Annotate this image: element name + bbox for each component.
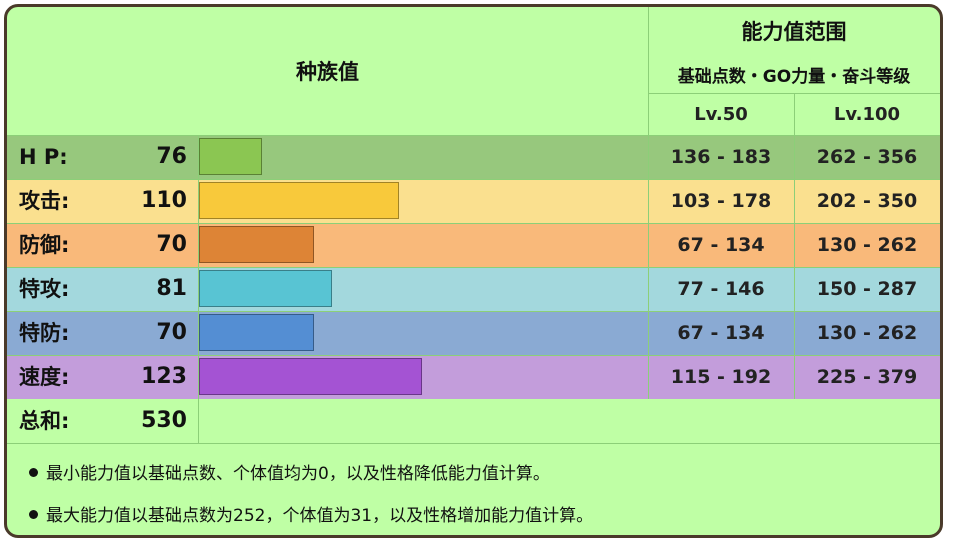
stat-range-subheader: 基础点数・GO力量・奋斗等级 — [677, 66, 911, 87]
stat-range-lv100: 262 - 356 — [816, 146, 918, 168]
divider — [7, 223, 940, 224]
stat-name: 特防: — [19, 321, 70, 345]
divider — [198, 135, 199, 443]
stat-range-lv100: 130 - 262 — [816, 322, 918, 344]
stat-name: 攻击: — [19, 189, 70, 213]
stat-bar — [199, 226, 314, 263]
note-max-text: 最大能力值以基础点数为252，个体值为31，以及性格增加能力值计算。 — [46, 506, 594, 526]
stat-bar — [199, 358, 422, 395]
stat-bar — [199, 138, 262, 175]
stat-range-lv50: 67 - 134 — [677, 234, 765, 256]
divider — [648, 7, 649, 399]
stat-value: 81 — [156, 276, 187, 301]
stat-name: 特攻: — [19, 277, 70, 301]
stat-name: H P: — [19, 145, 68, 169]
stat-range-lv50: 103 - 178 — [670, 190, 772, 212]
stat-name: 速度: — [19, 365, 70, 389]
stat-row: 特防: 70 67 - 134 130 - 262 — [7, 311, 940, 355]
stat-bar — [199, 182, 399, 219]
divider — [7, 179, 940, 180]
divider — [794, 93, 795, 399]
divider — [7, 355, 940, 356]
stat-value: 70 — [156, 232, 187, 257]
divider — [7, 443, 940, 444]
stat-row: 速度: 123 115 - 192 225 - 379 — [7, 355, 940, 399]
stat-range-lv100: 202 - 350 — [816, 190, 918, 212]
total-label: 总和: — [19, 409, 70, 433]
total-row: 总和: 530 — [7, 399, 940, 443]
stat-bar — [199, 270, 332, 307]
stat-range-lv50: 115 - 192 — [670, 366, 772, 388]
notes: 最小能力值以基础点数、个体值均为0，以及性格降低能力值计算。 最大能力值以基础点… — [7, 445, 940, 535]
divider — [7, 135, 940, 136]
stat-row: 攻击: 110 103 - 178 202 - 350 — [7, 179, 940, 223]
stat-name: 防御: — [19, 233, 70, 257]
lv100-header: Lv.100 — [833, 103, 901, 125]
divider — [648, 93, 940, 94]
stat-bar — [199, 314, 314, 351]
stat-range-lv100: 130 - 262 — [816, 234, 918, 256]
stat-row: H P: 76 136 - 183 262 - 356 — [7, 135, 940, 179]
stat-range-lv100: 225 - 379 — [816, 366, 918, 388]
note-min: 最小能力值以基础点数、个体值均为0，以及性格降低能力值计算。 — [29, 459, 550, 484]
divider — [7, 311, 940, 312]
lv50-header: Lv.50 — [694, 103, 748, 125]
stat-range-header: 能力值范围 — [741, 20, 847, 44]
stat-value: 110 — [141, 188, 187, 213]
stat-range-lv50: 77 - 146 — [677, 278, 765, 300]
stats-panel: 种族值 能力值范围 基础点数・GO力量・奋斗等级 Lv.50 Lv.100 H … — [4, 4, 943, 538]
stat-range-lv100: 150 - 287 — [816, 278, 918, 300]
note-min-text: 最小能力值以基础点数、个体值均为0，以及性格降低能力值计算。 — [46, 464, 550, 484]
total-value: 530 — [141, 408, 187, 433]
stat-row: 防御: 70 67 - 134 130 - 262 — [7, 223, 940, 267]
stat-value: 70 — [156, 320, 187, 345]
stat-range-lv50: 67 - 134 — [677, 322, 765, 344]
bullet-icon — [29, 467, 38, 477]
stat-row: 特攻: 81 77 - 146 150 - 287 — [7, 267, 940, 311]
note-max: 最大能力值以基础点数为252，个体值为31，以及性格增加能力值计算。 — [29, 501, 593, 526]
divider — [7, 267, 940, 268]
bullet-icon — [29, 509, 38, 519]
stat-value: 76 — [156, 144, 187, 169]
base-stats-header: 种族值 — [296, 60, 359, 84]
stat-range-lv50: 136 - 183 — [670, 146, 772, 168]
stat-value: 123 — [141, 364, 187, 389]
